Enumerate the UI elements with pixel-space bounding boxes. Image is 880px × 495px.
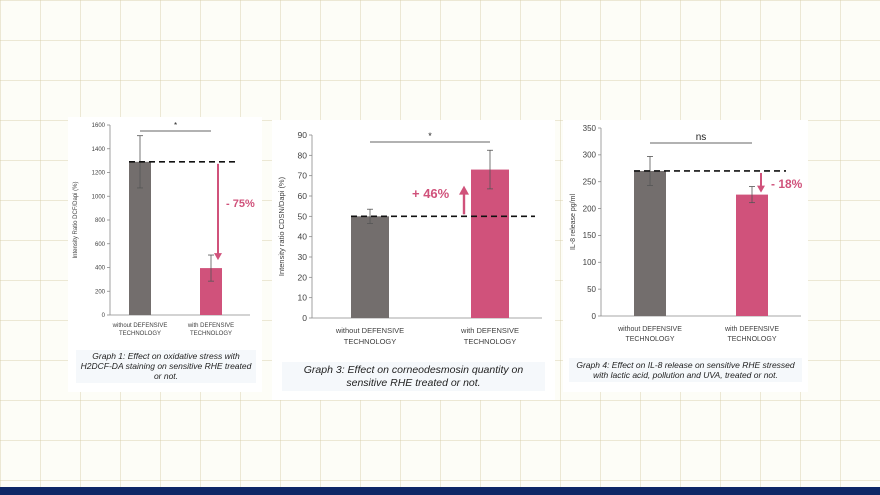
y-tick-label: 90 bbox=[298, 130, 308, 140]
y-tick-label: 600 bbox=[95, 242, 106, 248]
significance-label: ns bbox=[696, 132, 707, 143]
y-tick-label: 200 bbox=[95, 289, 106, 295]
significance-label: * bbox=[174, 121, 177, 130]
y-tick-label: 1000 bbox=[92, 194, 106, 200]
bar-1 bbox=[129, 161, 151, 315]
x-category-label-2: with DEFENSIVE TECHNOLOGY bbox=[460, 326, 519, 346]
y-tick-label: 50 bbox=[298, 211, 308, 221]
chart-3: 0 50 100 150 200 250 300 350 IL-8 release pg/ml w… bbox=[570, 124, 803, 343]
y-axis-label: IL-8 release pg/ml bbox=[570, 194, 577, 250]
x-category-label-2: with DEFENSIVE TECHNOLOGY bbox=[724, 326, 779, 343]
x-category-label-2: with DEFENSIVE TECHNOLOGY bbox=[187, 323, 234, 337]
y-tick-label: 100 bbox=[583, 258, 597, 267]
chart-2: 0 10 20 30 40 50 60 70 80 90 Intensity ratio CDSN/… bbox=[277, 130, 542, 346]
bar-1 bbox=[351, 216, 389, 318]
y-tick-label: 250 bbox=[583, 178, 597, 187]
y-tick-label: 1200 bbox=[92, 171, 106, 177]
chart-panel-2: 0 10 20 30 40 50 60 70 80 90 Intensity ratio CDSN/… bbox=[272, 120, 555, 400]
y-tick-label: 20 bbox=[298, 272, 308, 282]
y-tick-label: 10 bbox=[298, 293, 308, 303]
change-arrow-head bbox=[214, 253, 222, 261]
y-tick-label: 150 bbox=[583, 231, 597, 240]
bar-2 bbox=[471, 169, 509, 318]
chart-1: 0 200 400 600 800 1000 1200 1400 1600 Intensity R… bbox=[73, 121, 255, 337]
y-tick-label: 800 bbox=[95, 218, 106, 224]
change-arrow-head bbox=[459, 185, 469, 195]
x-category-label-1: without DEFENSIVE TECHNOLOGY bbox=[112, 323, 168, 337]
bar-2 bbox=[200, 268, 222, 315]
change-arrow-head bbox=[757, 185, 765, 193]
y-tick-label: 300 bbox=[583, 151, 597, 160]
change-percent-label: + 46% bbox=[412, 186, 450, 201]
chart-3-caption: Graph 4: Effect on IL-8 release on sensi… bbox=[569, 358, 802, 383]
y-tick-label: 1600 bbox=[92, 123, 106, 129]
y-axis-label: Intensity Ratio DCF/Dapi (%) bbox=[73, 181, 79, 258]
y-tick-label: 0 bbox=[302, 313, 307, 323]
y-tick-label: 80 bbox=[298, 150, 308, 160]
change-percent-label: - 75% bbox=[226, 198, 255, 210]
chart-panel-1: 0 200 400 600 800 1000 1200 1400 1600 Intensity R… bbox=[68, 117, 262, 392]
y-tick-label: 350 bbox=[583, 124, 597, 133]
y-tick-label: 0 bbox=[102, 313, 106, 319]
y-tick-label: 60 bbox=[298, 191, 308, 201]
footer-bar bbox=[0, 487, 880, 495]
x-category-label-1: without DEFENSIVE TECHNOLOGY bbox=[335, 326, 404, 346]
chart-panel-3: 0 50 100 150 200 250 300 350 IL-8 release pg/ml w… bbox=[563, 120, 808, 392]
y-tick-label: 40 bbox=[298, 232, 308, 242]
chart-1-caption: Graph 1: Effect on oxidative stress with… bbox=[76, 350, 256, 383]
bar-1 bbox=[634, 170, 666, 316]
x-category-label-1: without DEFENSIVE TECHNOLOGY bbox=[617, 326, 682, 343]
change-percent-label: - 18% bbox=[771, 177, 803, 191]
y-tick-label: 1400 bbox=[92, 147, 106, 153]
y-tick-label: 200 bbox=[583, 204, 597, 213]
y-tick-label: 70 bbox=[298, 171, 308, 181]
y-tick-label: 50 bbox=[587, 285, 596, 294]
y-tick-label: 400 bbox=[95, 266, 106, 272]
y-tick-label: 0 bbox=[592, 312, 597, 321]
bar-2 bbox=[736, 194, 768, 316]
y-axis-label: Intensity ratio CDSN/Dapi (%) bbox=[277, 176, 286, 276]
y-tick-label: 30 bbox=[298, 252, 308, 262]
significance-label: * bbox=[428, 131, 432, 141]
chart-2-caption: Graph 3: Effect on corneodesmosin quanti… bbox=[282, 362, 545, 392]
